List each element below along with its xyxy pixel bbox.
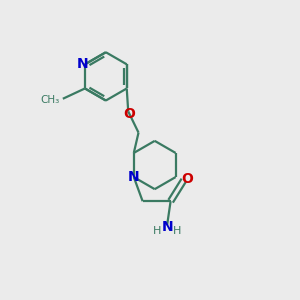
Text: O: O xyxy=(181,172,193,186)
Text: H: H xyxy=(153,226,161,236)
Text: O: O xyxy=(123,107,135,121)
Text: N: N xyxy=(77,57,88,71)
Text: N: N xyxy=(161,220,173,234)
Text: N: N xyxy=(128,170,140,184)
Text: H: H xyxy=(173,226,182,236)
Text: CH₃: CH₃ xyxy=(40,95,59,105)
